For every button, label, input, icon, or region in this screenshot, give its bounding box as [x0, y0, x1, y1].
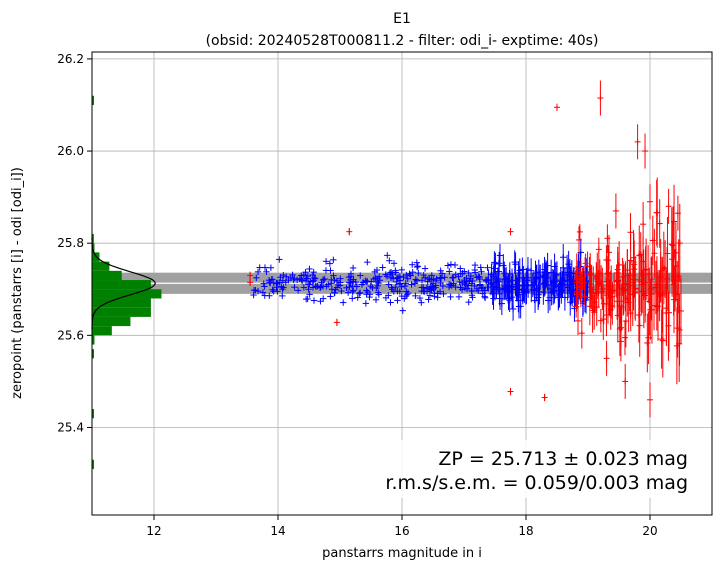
- histogram-bar: [92, 326, 112, 336]
- series-red: [247, 80, 684, 418]
- x-axis-ticks: 12 14 16 18 20: [146, 515, 658, 538]
- zp-annotation: ZP = 25.713 ± 0.023 mag: [438, 448, 688, 470]
- x-tick-label: 16: [394, 524, 409, 538]
- y-tick-label: 25.8: [57, 236, 84, 250]
- histogram-bar: [92, 349, 94, 359]
- x-tick-label: 18: [518, 524, 533, 538]
- histogram-bar: [92, 316, 131, 327]
- histogram-bar: [92, 307, 151, 317]
- histogram-bar: [92, 298, 151, 308]
- x-axis-label: panstarrs magnitude in i: [322, 546, 482, 561]
- y-tick-label: 26.2: [57, 52, 84, 66]
- histogram-bar: [92, 280, 151, 290]
- histogram-bar: [92, 335, 95, 345]
- histogram-bar: [92, 459, 94, 469]
- histogram-bar: [92, 252, 100, 262]
- y-tick-label: 26.0: [57, 144, 84, 158]
- rms-annotation: r.m.s/s.e.m. = 0.059/0.003 mag: [385, 472, 688, 494]
- y-tick-label: 25.4: [57, 420, 84, 434]
- gaussian-curve: [91, 237, 156, 330]
- histogram-bar: [92, 289, 162, 299]
- histogram-bar: [92, 243, 95, 253]
- y-axis-label: zeropoint (panstarrs [i] - odi [odi_i]): [10, 167, 25, 399]
- histogram-bar: [92, 270, 122, 281]
- annotation-box: [398, 440, 692, 498]
- x-tick-label: 14: [270, 524, 285, 538]
- histogram-bar: [92, 261, 110, 271]
- x-tick-label: 12: [146, 524, 161, 538]
- histogram-bar: [92, 95, 94, 105]
- x-tick-label: 20: [642, 524, 657, 538]
- histogram-bar: [92, 233, 94, 244]
- y-axis-ticks: 25.4 25.6 25.8 26.0 26.2: [57, 52, 92, 434]
- histogram: [92, 95, 162, 469]
- chart-subtitle: (obsid: 20240528T000811.2 - filter: odi_…: [206, 33, 599, 49]
- y-tick-label: 25.6: [57, 328, 84, 342]
- chart-title: E1: [393, 11, 411, 27]
- histogram-bar: [92, 409, 94, 419]
